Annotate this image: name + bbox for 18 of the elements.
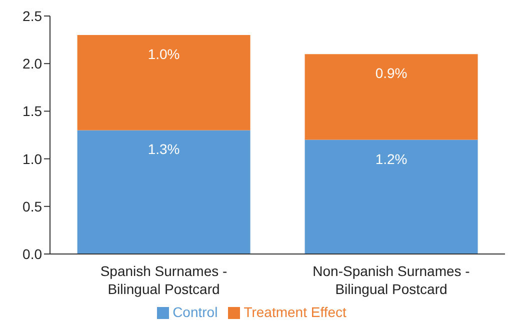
y-tick-label: 0.5	[22, 198, 42, 214]
legend-label: Treatment Effect	[244, 304, 346, 320]
y-tick-label: 0.0	[22, 246, 42, 262]
y-tick-label: 2.5	[22, 8, 42, 24]
y-tick-label: 1.0	[22, 150, 42, 167]
bar	[304, 54, 478, 140]
data-label: 1.0%	[148, 46, 180, 62]
data-label: 0.9%	[375, 65, 408, 82]
data-label: 1.2%	[375, 150, 408, 167]
y-tick-label: 1.5	[22, 103, 42, 120]
x-tick-label: Spanish Surnames - Bilingual Postcard	[100, 263, 228, 297]
legend-label: Control	[172, 304, 218, 320]
data-label: 1.3%	[148, 141, 180, 158]
bar	[77, 130, 250, 254]
y-tick-label: 2.0	[22, 56, 42, 72]
x-tick-label: Non-Spanish Surnames - Bilingual Postcard	[312, 263, 470, 297]
bar	[77, 35, 250, 130]
bar	[304, 140, 478, 254]
